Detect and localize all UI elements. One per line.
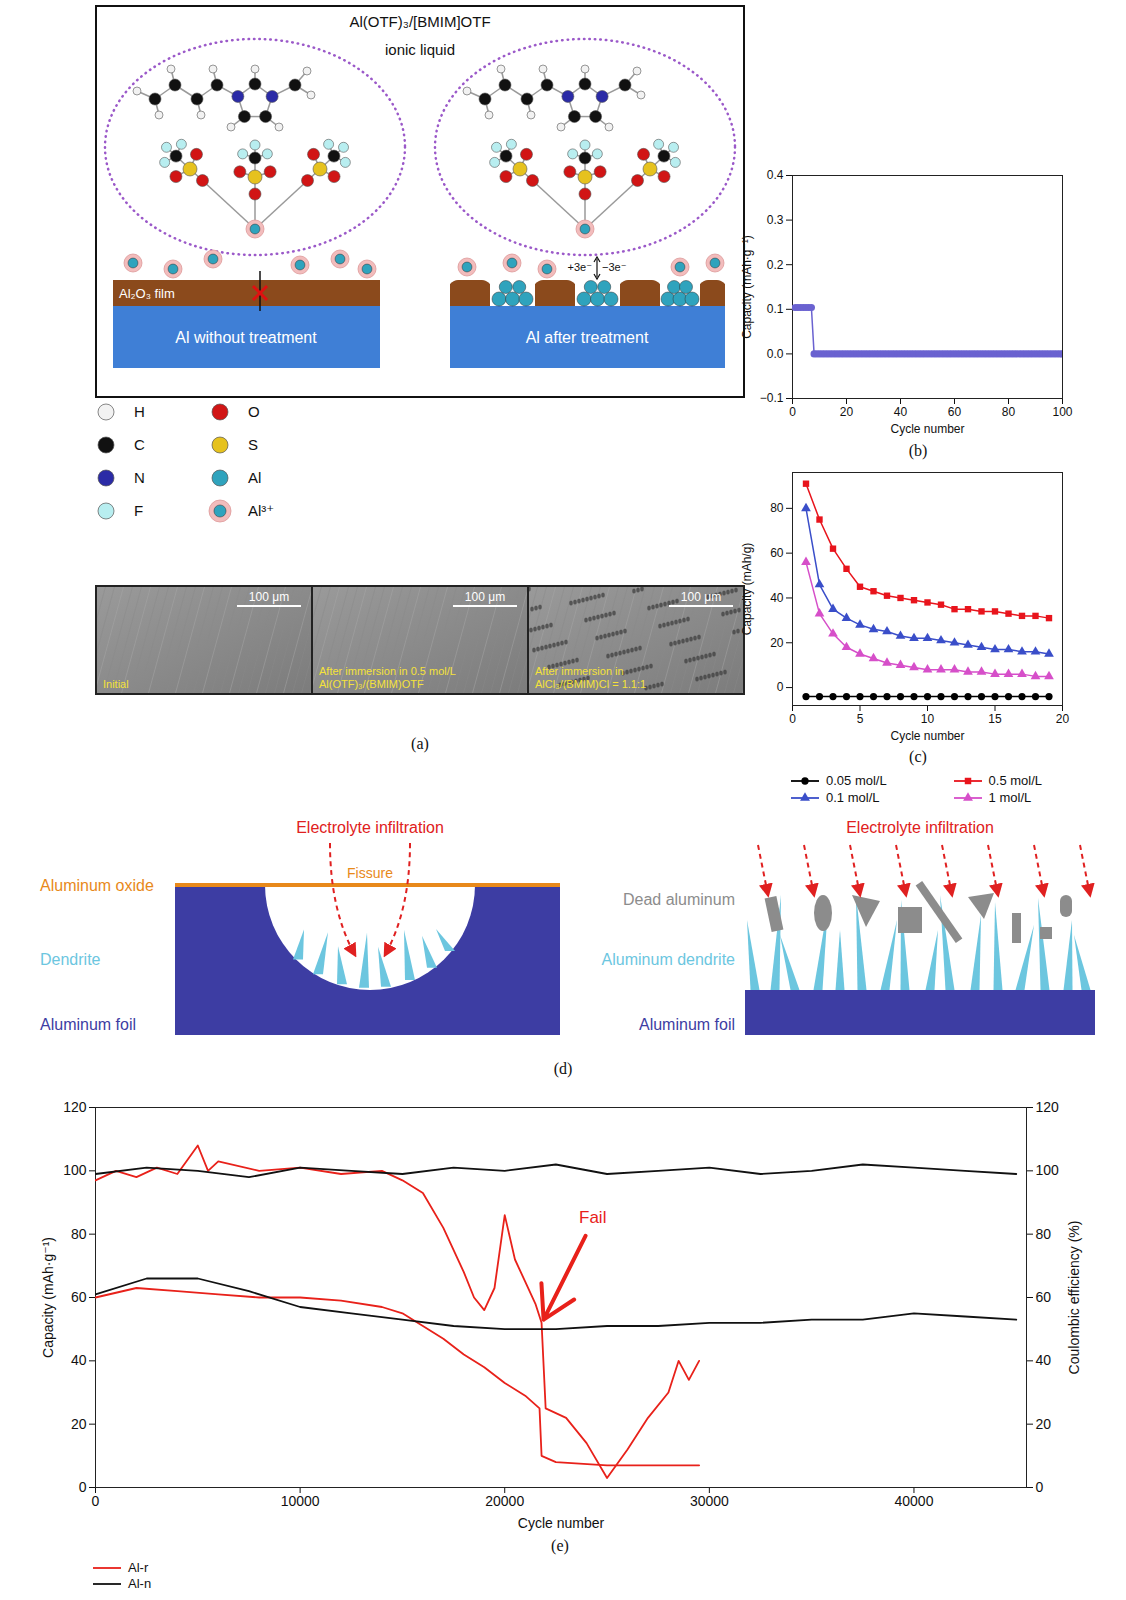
svg-text:80: 80 bbox=[770, 501, 784, 515]
svg-text:Fail: Fail bbox=[579, 1208, 606, 1227]
svg-text:After immersion in 0.5 mol/L: After immersion in 0.5 mol/L bbox=[319, 665, 456, 677]
svg-text:H: H bbox=[134, 403, 145, 420]
svg-text:100 μm: 100 μm bbox=[249, 590, 289, 604]
svg-text:20000: 20000 bbox=[485, 1493, 524, 1509]
svg-text:Electrolyte infiltration: Electrolyte infiltration bbox=[846, 819, 994, 836]
svg-text:5: 5 bbox=[857, 712, 864, 726]
svg-text:0.0: 0.0 bbox=[767, 347, 784, 361]
svg-text:Initial: Initial bbox=[103, 678, 129, 690]
svg-text:20: 20 bbox=[71, 1416, 87, 1432]
svg-text:0: 0 bbox=[789, 405, 796, 419]
html-text:(a): (a) bbox=[411, 735, 429, 752]
svg-text:60: 60 bbox=[770, 546, 784, 560]
svg-text:20: 20 bbox=[1056, 712, 1070, 726]
svg-text:Al: Al bbox=[248, 469, 261, 486]
svg-text:Coulombic efficiency (%): Coulombic efficiency (%) bbox=[1066, 1221, 1082, 1375]
html-text:0.05 mol/L: 0.05 mol/L bbox=[826, 773, 887, 788]
svg-text:Cycle number: Cycle number bbox=[890, 422, 964, 436]
svg-text:Aluminum oxide: Aluminum oxide bbox=[40, 877, 154, 894]
svg-text:Aluminum foil: Aluminum foil bbox=[639, 1016, 735, 1033]
svg-text:Al(OTF)₃/(BMIM)OTF: Al(OTF)₃/(BMIM)OTF bbox=[319, 678, 424, 690]
svg-text:−3e⁻: −3e⁻ bbox=[602, 261, 627, 273]
svg-text:−0.1: −0.1 bbox=[760, 391, 784, 405]
svg-text:40: 40 bbox=[1036, 1352, 1052, 1368]
svg-text:F: F bbox=[134, 502, 143, 519]
svg-text:0.3: 0.3 bbox=[767, 213, 784, 227]
svg-text:Fissure: Fissure bbox=[347, 865, 393, 881]
html-text:(c): (c) bbox=[909, 748, 927, 765]
svg-text:0: 0 bbox=[789, 712, 796, 726]
svg-text:60: 60 bbox=[1036, 1289, 1052, 1305]
svg-text:40: 40 bbox=[894, 405, 908, 419]
svg-text:30000: 30000 bbox=[690, 1493, 729, 1509]
svg-text:Aluminum dendrite: Aluminum dendrite bbox=[602, 951, 736, 968]
svg-text:Al³⁺: Al³⁺ bbox=[248, 502, 274, 519]
svg-text:Al without treatment: Al without treatment bbox=[175, 329, 317, 346]
svg-text:10000: 10000 bbox=[281, 1493, 320, 1509]
svg-text:0.2: 0.2 bbox=[767, 258, 784, 272]
svg-text:Cycle number: Cycle number bbox=[890, 729, 964, 743]
svg-text:80: 80 bbox=[1002, 405, 1016, 419]
svg-text:20: 20 bbox=[1036, 1416, 1052, 1432]
html-text:0.5 mol/L: 0.5 mol/L bbox=[988, 773, 1043, 788]
svg-text:Aluminum foil: Aluminum foil bbox=[40, 1016, 136, 1033]
svg-text:0: 0 bbox=[79, 1479, 87, 1495]
svg-text:Dendrite: Dendrite bbox=[40, 951, 101, 968]
svg-text:Capacity (mAh·g⁻¹): Capacity (mAh·g⁻¹) bbox=[740, 235, 754, 339]
svg-text:Al after treatment: Al after treatment bbox=[526, 329, 649, 346]
svg-text:AlCl₃/(BMIM)Cl = 1.1:1: AlCl₃/(BMIM)Cl = 1.1:1 bbox=[535, 678, 646, 690]
svg-text:Dead aluminum: Dead aluminum bbox=[623, 891, 735, 908]
svg-text:40: 40 bbox=[770, 591, 784, 605]
html-text:Al-r: Al-r bbox=[128, 1560, 149, 1575]
html-text:(b): (b) bbox=[908, 442, 928, 459]
svg-text:Capacity (mAh/g): Capacity (mAh/g) bbox=[740, 543, 754, 636]
svg-text:Al(OTF)₃/[BMIM]OTF: Al(OTF)₃/[BMIM]OTF bbox=[349, 13, 490, 30]
svg-text:120: 120 bbox=[1036, 1099, 1060, 1115]
html-text:1 mol/L: 1 mol/L bbox=[988, 790, 1032, 805]
svg-text:15: 15 bbox=[988, 712, 1002, 726]
html-text:Al-n: Al-n bbox=[128, 1576, 152, 1591]
html-text:(d): (d) bbox=[553, 1060, 573, 1077]
svg-text:0: 0 bbox=[1036, 1479, 1044, 1495]
svg-text:0: 0 bbox=[777, 680, 784, 694]
svg-text:40: 40 bbox=[71, 1352, 87, 1368]
svg-text:S: S bbox=[248, 436, 258, 453]
html-text:(e): (e) bbox=[551, 1537, 569, 1554]
svg-text:60: 60 bbox=[948, 405, 962, 419]
svg-text:20: 20 bbox=[840, 405, 854, 419]
svg-text:80: 80 bbox=[71, 1226, 87, 1242]
svg-text:Cycle number: Cycle number bbox=[518, 1515, 605, 1531]
svg-text:100: 100 bbox=[1052, 405, 1072, 419]
svg-text:20: 20 bbox=[770, 636, 784, 650]
svg-text:10: 10 bbox=[921, 712, 935, 726]
svg-text:40000: 40000 bbox=[894, 1493, 933, 1509]
svg-text:0.1: 0.1 bbox=[767, 302, 784, 316]
svg-text:100: 100 bbox=[1036, 1162, 1060, 1178]
svg-text:Capacity (mAh·g⁻¹): Capacity (mAh·g⁻¹) bbox=[40, 1237, 56, 1358]
html-text:0.1 mol/L: 0.1 mol/L bbox=[826, 790, 880, 805]
svg-text:Al₂O₃ film: Al₂O₃ film bbox=[119, 286, 175, 301]
svg-text:After immersion in: After immersion in bbox=[535, 665, 624, 677]
svg-text:120: 120 bbox=[63, 1099, 87, 1115]
svg-text:0: 0 bbox=[92, 1493, 100, 1509]
svg-text:C: C bbox=[134, 436, 145, 453]
svg-text:0.4: 0.4 bbox=[767, 168, 784, 182]
svg-text:O: O bbox=[248, 403, 260, 420]
svg-text:N: N bbox=[134, 469, 145, 486]
svg-text:+3e⁻: +3e⁻ bbox=[568, 261, 593, 273]
svg-text:ionic liquid: ionic liquid bbox=[385, 41, 455, 58]
svg-text:80: 80 bbox=[1036, 1226, 1052, 1242]
svg-text:100 μm: 100 μm bbox=[465, 590, 505, 604]
svg-text:100 μm: 100 μm bbox=[681, 590, 721, 604]
svg-text:60: 60 bbox=[71, 1289, 87, 1305]
svg-text:100: 100 bbox=[63, 1162, 87, 1178]
svg-text:Electrolyte infiltration: Electrolyte infiltration bbox=[296, 819, 444, 836]
